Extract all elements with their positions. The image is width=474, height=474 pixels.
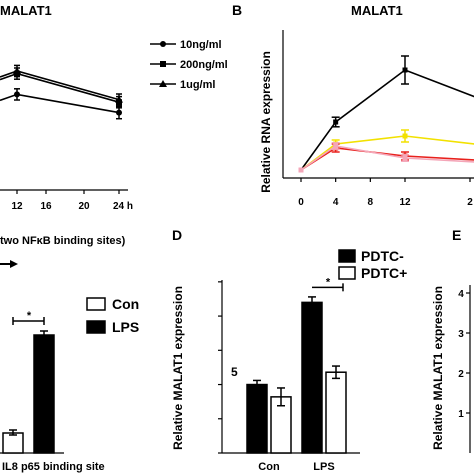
panel-c-legend-label: LPS [112,319,139,335]
panel-d: D Relative MALAT1 expression * Con LPS PD… [171,227,407,473]
panel-a-point [13,67,21,74]
panel-d-y-ticks [218,281,222,454]
panel-d-error-bar [277,387,285,407]
panel-b-y-label: Relative RNA expression [259,51,273,193]
panel-d-bar [325,371,347,454]
panel-d-legend: PDTC-PDTC+ [338,248,407,281]
panel-d-error-bar [253,379,261,390]
panel-d-bar [301,301,323,454]
panel-e-y-ticks: 1 2 3 4 [458,289,470,420]
panel-a-legend-label: 10ng/ml [180,39,222,51]
panel-c: two NFκB binding sites) IL8 p65 binding … [0,235,139,473]
panel-d-legend-swatch [338,249,356,263]
panel-b-series-line [300,69,474,171]
panel-d-bars: * [246,276,347,454]
panel-d-annotation-5: 5 [231,365,238,379]
panel-a-legend-label: 200ng/ml [180,59,228,71]
panel-b-x-tick-label: 0 [298,197,304,208]
panel-d-y-label: Relative MALAT1 expression [171,286,185,450]
panel-c-bar-con [2,432,24,454]
panel-d-bar [246,383,268,454]
panel-a-x-tick-label: 12 [11,201,23,212]
panel-a-series-line [0,72,120,103]
panel-c-arrow-head [10,260,18,268]
panel-b-series-line [300,145,474,171]
panel-d-x-label: Con [258,461,280,473]
panel-c-legend-swatch [86,297,106,311]
panel-a-legend-marker [159,80,167,87]
panel-b-point [333,119,339,125]
panel-e-y-tick-label: 1 [458,409,464,420]
panel-d-significance-star: * [326,276,331,288]
panel-e-y-tick-label: 2 [458,369,464,380]
panel-b-letter: B [232,2,242,18]
panel-b-point [402,67,408,73]
panel-d-x-labels: Con LPS [258,461,334,473]
panel-c-legend-label: Con [112,296,139,312]
panel-b-series-line [300,135,474,171]
panel-a: MALAT1 12 16 20 24 h 10ng/ml 200ng/ml 1ug/ml [0,3,228,212]
panel-c-x-label: IL8 p65 binding site [2,461,105,473]
panel-a-x-ticks: 12 16 20 24 h [11,190,133,212]
panel-b-title: MALAT1 [351,3,403,18]
panel-b-x-tick-label: 8 [368,197,374,208]
panel-c-error-bar [40,330,48,338]
panel-d-error-bar [332,365,340,380]
panel-d-legend-label: PDTC- [361,248,404,264]
panel-a-legend: 10ng/ml 200ng/ml 1ug/ml [150,39,228,91]
panel-a-legend-marker [160,41,166,47]
panel-c-bars: * [2,310,55,454]
panel-e: E Relative MALAT1 expression 1 2 3 4 [431,227,471,453]
panel-d-letter: D [172,227,182,243]
panel-d-legend-swatch [338,266,356,280]
panel-a-point [14,91,20,98]
panel-a-title: MALAT1 [0,3,52,18]
panel-d-x-label: LPS [313,461,334,473]
panel-b-point [402,133,408,139]
panel-c-error-bar [9,429,17,436]
panel-c-significance-star: * [27,310,32,322]
panel-a-point [116,109,122,116]
panel-b-point [298,167,304,173]
panel-b-x-tick-label: 4 [333,197,339,208]
panel-a-x-tick-label: 24 h [113,201,133,212]
panel-a-x-tick-label: 16 [40,201,52,212]
panel-b-point [333,143,339,149]
panel-c-legend-swatch [86,320,106,334]
panel-b-x-ticks: 0 4 8 12 2 [298,178,473,208]
panel-d-legend-label: PDTC+ [361,265,407,281]
panel-a-series [0,64,123,120]
panel-b-point [402,155,408,161]
panel-b-series [298,55,474,173]
panel-a-legend-marker [160,61,166,67]
panel-b-x-tick-label: 2 [467,197,473,208]
panel-e-y-tick-label: 3 [458,329,464,340]
panel-a-legend-label: 1ug/ml [180,79,215,91]
panel-b-x-tick-label: 12 [399,197,411,208]
panel-e-y-tick-label: 4 [458,289,464,300]
panel-b: B MALAT1 Relative RNA expression 0 4 8 12 2 [232,2,474,208]
panel-d-error-bar [308,296,316,309]
panel-c-bar-lps [33,334,55,454]
panel-e-letter: E [452,227,461,243]
panel-c-legend: Con LPS [86,296,139,335]
panel-a-point [115,95,123,103]
panel-c-line-text: two NFκB binding sites) [0,235,126,247]
panel-e-y-label: Relative MALAT1 expression [431,286,445,450]
panel-a-x-tick-label: 20 [78,201,90,212]
